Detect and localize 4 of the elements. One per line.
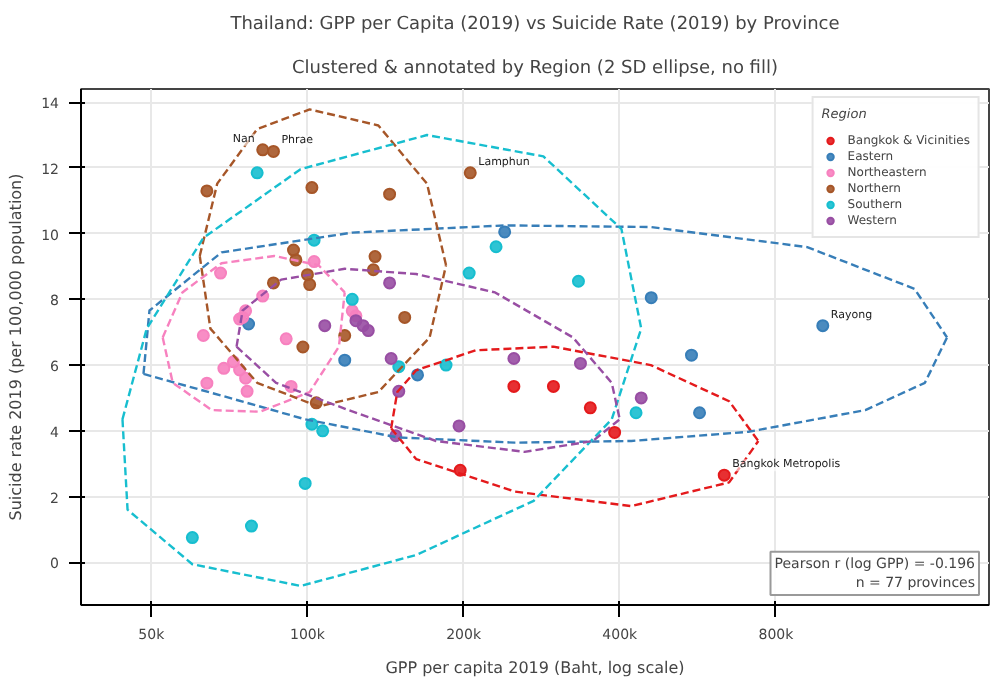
chart-subtitle: Clustered & annotated by Region (2 SD ellipse, no fill) — [292, 59, 778, 79]
y-axis-title: Suicide rate 2019 (per 100,000 population) — [7, 173, 26, 521]
x-axis-title: GPP per capita 2019 (Baht, log scale) — [385, 659, 685, 677]
chart-title: Thailand: GPP per Capita (2019) vs Suicide Rate (2019) by Province — [228, 15, 841, 35]
